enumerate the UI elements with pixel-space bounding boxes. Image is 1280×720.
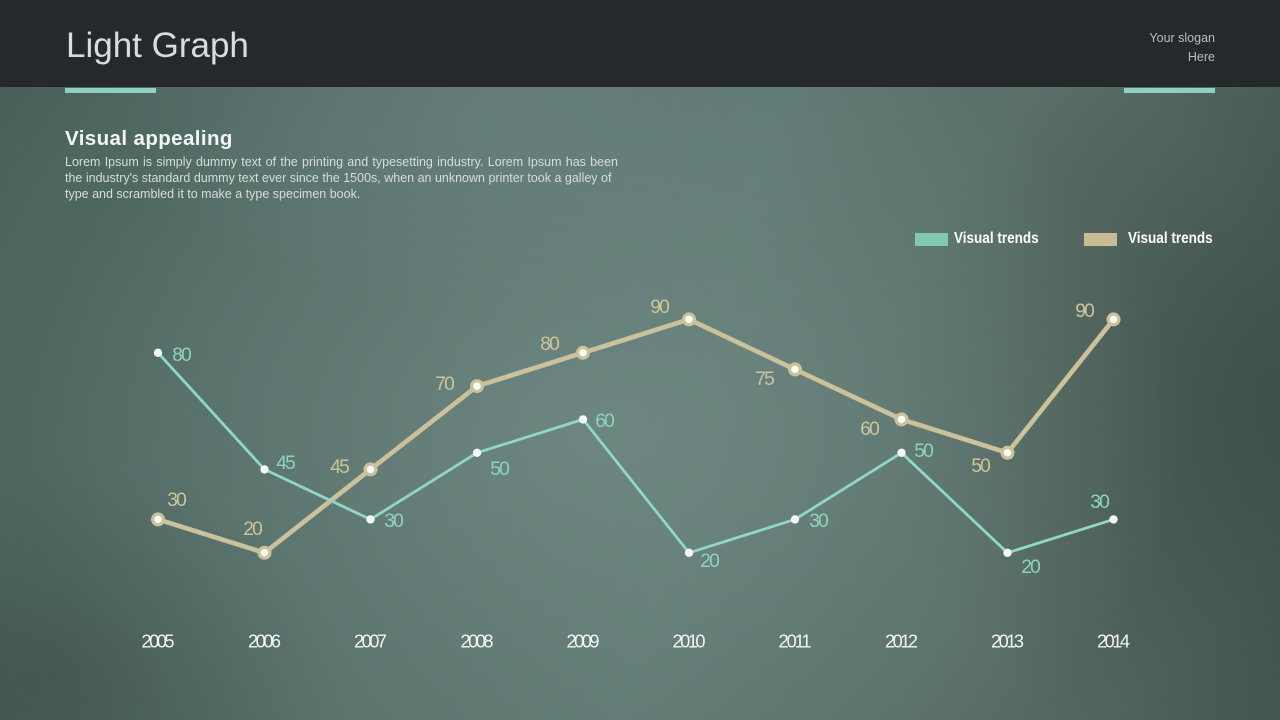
svg-text:2014: 2014 xyxy=(1097,631,1130,651)
svg-text:20: 20 xyxy=(700,551,720,572)
svg-text:2009: 2009 xyxy=(567,631,600,651)
svg-text:2011: 2011 xyxy=(779,631,812,651)
svg-text:20: 20 xyxy=(243,519,263,540)
svg-text:2007: 2007 xyxy=(354,631,387,651)
svg-text:2013: 2013 xyxy=(991,631,1024,651)
svg-text:80: 80 xyxy=(540,334,560,355)
svg-text:60: 60 xyxy=(860,419,880,440)
svg-text:45: 45 xyxy=(330,457,350,478)
svg-text:80: 80 xyxy=(172,345,192,366)
svg-text:30: 30 xyxy=(809,511,829,532)
svg-text:70: 70 xyxy=(435,374,455,395)
svg-text:50: 50 xyxy=(914,441,934,462)
svg-text:90: 90 xyxy=(650,297,670,318)
svg-text:30: 30 xyxy=(384,511,404,532)
svg-text:30: 30 xyxy=(167,490,187,511)
svg-text:2006: 2006 xyxy=(248,631,281,651)
svg-text:2008: 2008 xyxy=(461,631,494,651)
svg-text:45: 45 xyxy=(276,453,296,474)
svg-text:2010: 2010 xyxy=(673,631,706,651)
svg-text:50: 50 xyxy=(490,459,510,480)
svg-text:2012: 2012 xyxy=(885,631,918,651)
svg-text:75: 75 xyxy=(755,369,775,390)
svg-text:30: 30 xyxy=(1090,492,1110,513)
svg-text:2005: 2005 xyxy=(142,631,175,651)
svg-text:90: 90 xyxy=(1075,301,1095,322)
svg-text:60: 60 xyxy=(595,411,615,432)
svg-text:20: 20 xyxy=(1021,557,1041,578)
svg-text:50: 50 xyxy=(971,456,991,477)
